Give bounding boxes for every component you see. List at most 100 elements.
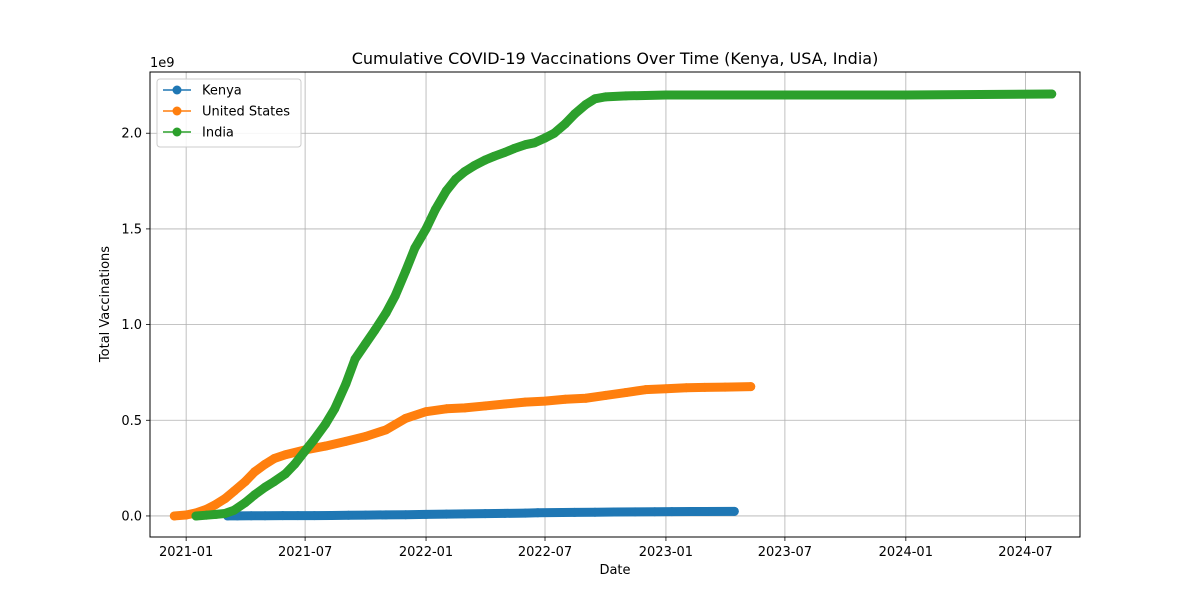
data-point-india <box>390 291 400 301</box>
data-point-kenya <box>326 510 336 520</box>
data-point-india <box>480 155 490 165</box>
chart-title: Cumulative COVID-19 Vaccinations Over Ti… <box>352 49 879 68</box>
data-point-united-states <box>681 383 691 393</box>
y-axis-label: Total Vaccinations <box>98 246 113 363</box>
data-point-india <box>1047 89 1057 99</box>
data-point-india <box>202 510 212 520</box>
data-point-united-states <box>480 401 490 411</box>
x-tick-label: 2023-07 <box>758 545 812 560</box>
data-point-india <box>250 490 260 500</box>
y-tick-label: 1.5 <box>121 222 142 237</box>
data-point-india <box>290 459 300 469</box>
data-point-india <box>520 140 530 150</box>
data-point-india <box>229 505 239 515</box>
data-point-kenya <box>500 508 510 518</box>
data-point-india <box>350 354 360 364</box>
legend: Kenya United States India <box>156 78 302 148</box>
data-point-united-states <box>421 407 431 417</box>
axes-frame <box>149 71 1081 538</box>
data-point-india <box>280 469 290 479</box>
legend-item-kenya: Kenya <box>163 84 242 99</box>
legend-label: Kenya <box>202 84 242 99</box>
data-point-india <box>191 511 201 521</box>
data-point-india <box>410 243 420 253</box>
data-point-india <box>381 308 391 318</box>
data-point-kenya <box>480 509 490 519</box>
y-tick-label: 0.5 <box>121 414 142 429</box>
data-point-united-states <box>621 388 631 398</box>
data-point-kenya <box>570 507 580 517</box>
data-point-india <box>600 92 610 102</box>
data-point-united-states <box>280 450 290 460</box>
data-point-kenya <box>687 507 697 517</box>
data-point-india <box>240 498 250 508</box>
x-tick-label: 2022-07 <box>518 545 572 560</box>
data-point-united-states <box>250 467 260 477</box>
data-point-kenya <box>293 511 303 521</box>
data-point-india <box>330 404 340 414</box>
data-point-india <box>361 339 371 349</box>
data-point-kenya <box>590 507 600 517</box>
data-point-india <box>529 138 539 148</box>
data-point-india <box>901 90 911 100</box>
data-point-india <box>211 509 221 519</box>
series-united-states <box>169 382 756 521</box>
data-point-united-states <box>441 404 451 414</box>
data-point-kenya <box>650 507 660 517</box>
series-kenya <box>223 506 739 521</box>
data-point-united-states <box>169 511 179 521</box>
data-point-kenya <box>729 506 739 516</box>
x-tick-label: 2022-01 <box>399 545 453 560</box>
legend-item-india: India <box>163 126 234 141</box>
data-point-united-states <box>720 382 730 392</box>
x-tick-label: 2023-01 <box>639 545 693 560</box>
data-point-india <box>220 508 230 518</box>
data-point-kenya <box>667 507 677 517</box>
data-point-united-states <box>260 459 270 469</box>
data-point-india <box>300 446 310 456</box>
data-point-india <box>570 109 580 119</box>
data-point-india <box>430 205 440 215</box>
data-point-united-states <box>560 394 570 404</box>
data-point-united-states <box>211 499 221 509</box>
x-tick-label: 2021-01 <box>159 545 213 560</box>
data-point-india <box>341 379 351 389</box>
data-point-india <box>621 91 631 101</box>
data-point-india <box>320 419 330 429</box>
x-tick-label: 2024-01 <box>879 545 933 560</box>
data-point-india <box>780 90 790 100</box>
data-point-india <box>441 186 451 196</box>
data-point-kenya <box>309 511 319 521</box>
data-point-kenya <box>381 510 391 520</box>
legend-item-united-states: United States <box>163 105 290 120</box>
x-axis-label: Date <box>599 563 630 578</box>
data-point-india <box>581 100 591 110</box>
data-point-united-states <box>746 382 756 392</box>
data-point-united-states <box>229 486 239 496</box>
series-line-india <box>191 89 1057 521</box>
data-point-india <box>661 90 671 100</box>
legend-marker <box>172 85 182 95</box>
data-point-kenya <box>361 510 371 520</box>
data-point-india <box>260 482 270 492</box>
data-point-india <box>560 119 570 129</box>
data-point-united-states <box>341 436 351 446</box>
data-point-india <box>460 167 470 177</box>
x-tick-label: 2024-07 <box>998 545 1052 560</box>
data-point-kenya <box>533 508 543 518</box>
data-point-kenya <box>278 511 288 521</box>
data-point-india <box>590 94 600 104</box>
data-point-india <box>880 90 890 100</box>
data-point-india <box>421 224 431 234</box>
data-point-india <box>540 133 550 143</box>
data-point-india <box>309 434 319 444</box>
data-point-india <box>451 174 461 184</box>
data-point-kenya <box>610 507 620 517</box>
series-line-kenya <box>223 506 739 521</box>
legend-label: United States <box>202 105 290 120</box>
data-point-kenya <box>700 507 710 517</box>
data-point-kenya <box>441 509 451 519</box>
data-point-india <box>500 147 510 157</box>
data-point-united-states <box>460 403 470 413</box>
